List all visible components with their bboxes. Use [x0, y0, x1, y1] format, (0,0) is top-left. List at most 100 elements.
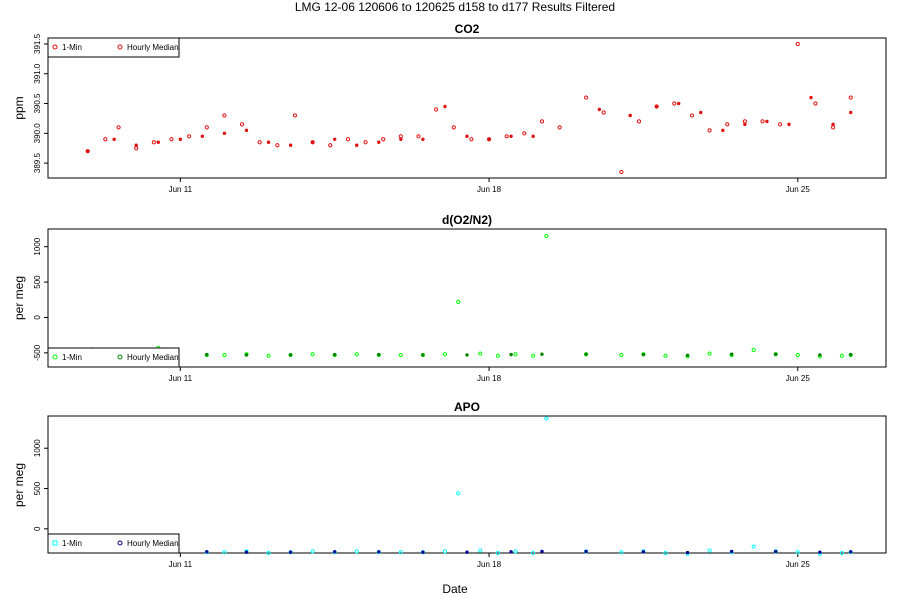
apo-hourly-median-point [774, 549, 778, 554]
apo-legend-median-label: Hourly Median [127, 539, 179, 548]
co2-legend-box [47, 37, 180, 58]
co2-panel-title: CO2 [455, 22, 480, 36]
o2-hourly-median-point [465, 353, 469, 357]
co2-1min-point [345, 137, 351, 142]
co2-1min-point [187, 134, 192, 139]
o2-hourly-median-point [540, 352, 544, 356]
co2-1min-point [434, 107, 439, 112]
o2-plot-area [47, 228, 887, 368]
co2-1min-point [760, 119, 765, 124]
o2-hourly-median-point [509, 352, 513, 357]
o2-hourly-median-point [377, 352, 381, 357]
apo-1min-point [222, 550, 227, 555]
o2-1min-point [310, 352, 315, 357]
co2-hourly-median-point [266, 140, 271, 144]
apo-ytick-label: 0 [33, 526, 42, 531]
co2-legend-median-label: Hourly Median [127, 43, 179, 52]
apo-hourly-median-point [288, 550, 293, 554]
co2-legend-median-symbol [117, 44, 123, 50]
o2-1min-point [456, 299, 461, 304]
co2-1min-point [813, 101, 818, 106]
o2-hourly-median-point [244, 353, 249, 357]
co2-ytick-label: 389.5 [33, 153, 42, 174]
apo-hourly-median-point [540, 549, 544, 554]
co2-hourly-median-point [765, 119, 769, 124]
co2-xtick-label: Jun 11 [169, 185, 193, 194]
apo-hourly-median-point [641, 550, 646, 554]
apo-xtick-label: Jun 25 [786, 560, 811, 569]
co2-xtick-label: Jun 18 [477, 185, 502, 194]
x-axis-label: Date [442, 582, 468, 596]
co2-1min-point [522, 131, 527, 136]
o2-panel: -500 0 500 1000 Jun 11 Jun 18 Jun 25 1-Min Hourl… [33, 233, 853, 383]
co2-1min-point [275, 143, 280, 148]
co2-1min-point [134, 146, 139, 151]
apo-legend-1min-symbol [52, 540, 58, 546]
co2-hourly-median-point [699, 110, 703, 115]
apo-1min-point [544, 416, 549, 421]
co2-hourly-median-point [377, 140, 381, 144]
co2-1min-point [416, 134, 421, 139]
apo-hourly-median-point [377, 550, 381, 554]
co2-1min-point [292, 113, 298, 118]
apo-panel: 0 500 1000 Jun 11 Jun 18 Jun 25 1-Min Hourly Me… [33, 416, 853, 569]
co2-hourly-median-point [743, 122, 747, 127]
apo-ytick-label: 500 [33, 481, 42, 495]
apo-1min-point [478, 548, 483, 553]
o2-hourly-median-point [584, 352, 588, 356]
co2-1min-point [328, 143, 333, 148]
co2-hourly-median-point [355, 143, 359, 147]
apo-hourly-median-point [729, 549, 734, 554]
o2-xtick-label: Jun 11 [169, 374, 193, 383]
o2-1min-point [663, 353, 668, 358]
co2-ylabel: ppm [12, 96, 26, 119]
apo-legend-box [47, 533, 180, 554]
co2-hourly-median-point [443, 104, 447, 109]
apo-1min-point [663, 550, 668, 556]
co2-1min-point [116, 125, 121, 130]
apo-1min-point [310, 549, 315, 554]
co2-1min-point [239, 122, 245, 127]
o2-1min-point [478, 351, 483, 356]
co2-1min-point [742, 119, 747, 124]
co2-panel: 389.5 390.0 390.5 391.0 391.5 Jun 11 Jun 18 Jun… [33, 33, 853, 194]
co2-1min-point [381, 137, 386, 142]
co2-hourly-median-point [421, 137, 425, 141]
co2-ytick-label: 391.0 [33, 63, 42, 84]
o2-hourly-median-point [421, 353, 425, 357]
o2-hourly-median-point [332, 352, 337, 357]
o2-hourly-median-point [774, 352, 778, 356]
o2-hourly-median-point [849, 352, 853, 357]
apo-hourly-median-point [244, 550, 249, 554]
apo-legend-median-symbol [117, 540, 123, 546]
co2-ytick-label: 390.5 [33, 93, 42, 114]
co2-legend-1min-label: 1-Min [62, 43, 82, 52]
co2-1min-point [204, 125, 209, 130]
apo-hourly-median-point [509, 550, 513, 554]
co2-hourly-median-point [134, 143, 138, 147]
co2-1min-point [583, 95, 589, 100]
o2-1min-point [222, 352, 227, 358]
co2-ytick-label: 391.5 [33, 33, 42, 54]
co2-1min-point [848, 95, 853, 100]
apo-hourly-median-point [584, 549, 588, 554]
apo-hourly-median-point [332, 550, 337, 554]
co2-hourly-median-point [531, 134, 535, 138]
co2-plot-area [47, 37, 887, 179]
apo-1min-point [531, 550, 536, 556]
o2-ytick-label: 0 [33, 315, 42, 320]
co2-hourly-median-point [310, 140, 315, 144]
co2-legend-1min-symbol [52, 44, 58, 50]
apo-hourly-median-point [421, 550, 425, 554]
co2-1min-point [504, 134, 509, 139]
co2-hourly-median-point [787, 122, 791, 127]
apo-legend-1min-label: 1-Min [62, 539, 82, 548]
co2-hourly-median-point [849, 110, 853, 115]
o2-legend-1min-symbol [52, 354, 58, 360]
co2-hourly-median-point [487, 137, 491, 141]
o2-hourly-median-point [641, 352, 646, 357]
apo-hourly-median-point [849, 550, 853, 554]
o2-1min-point [531, 353, 536, 358]
